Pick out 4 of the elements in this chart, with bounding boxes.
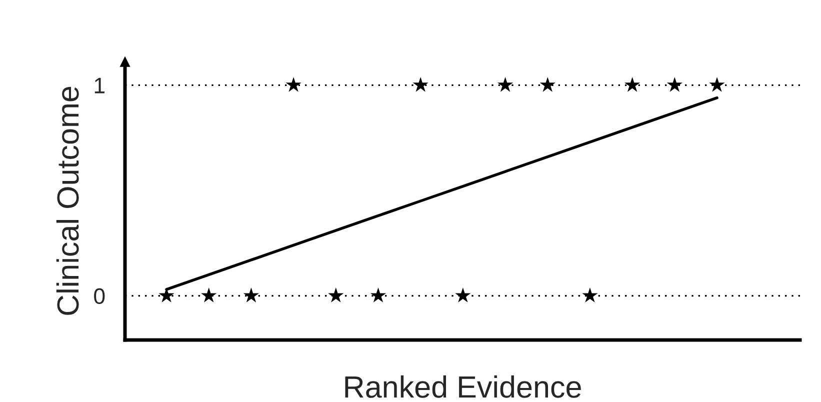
y-tick-label: 1 [94, 78, 104, 94]
x-axis-title: Ranked Evidence [345, 375, 581, 398]
y-tick-label: 0 [94, 288, 105, 304]
y-axis-title: Clinical Outcome [56, 86, 79, 315]
